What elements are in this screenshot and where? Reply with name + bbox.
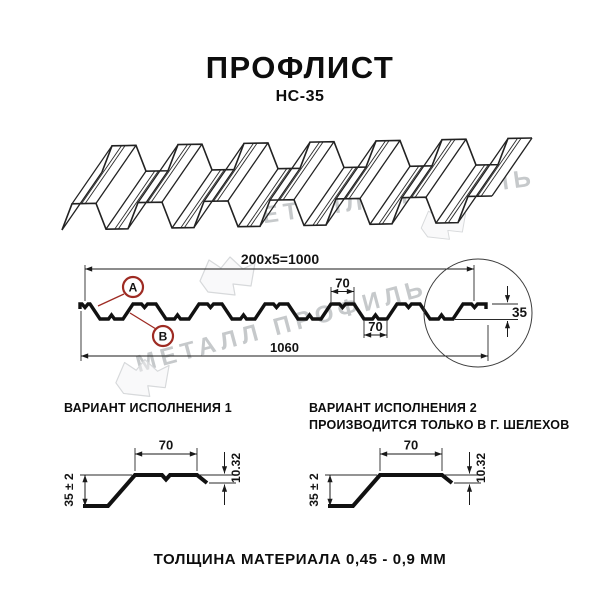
v1-dim-height: 35 ± 2 [62,473,76,507]
profile-sheet-3d-view [61,137,533,231]
v2-dim-height: 35 ± 2 [307,473,321,507]
page-title: ПРОФЛИСТ [205,50,395,85]
profile-code: НС-35 [275,88,325,105]
cross-section-dimensions: 200x5=1000 70 70 1060 35 [80,251,533,368]
dim-total-width: 1060 [270,340,299,355]
dim-rib-top: 70 [335,276,349,291]
callout-b-label: В [159,330,168,344]
dim-rib-bottom: 70 [368,319,382,334]
callout-b-circle [151,324,175,348]
dim-top-pitch: 200x5=1000 [241,251,319,267]
variant-2-heading-line2: ПРОИЗВОДИТСЯ ТОЛЬКО В Г. ШЕЛЕХОВ [309,418,570,432]
variant-1-heading: ВАРИАНТ ИСПОЛНЕНИЯ 1 [64,401,232,415]
dim-height: 35 [512,305,528,320]
variant-2-heading-line1: ВАРИАНТ ИСПОЛНЕНИЯ 2 [309,401,477,415]
v1-dim-top: 70 [159,438,173,453]
v2-dim-edge: 10.32 [474,453,488,483]
variant-2-detail-drawing: 70 10.32 35 ± 2 [307,438,488,508]
cross-section-profile-outline [78,302,488,321]
material-thickness-note: ТОЛЩИНА МАТЕРИАЛА 0,45 - 0,9 ММ [153,551,447,568]
surface-side-callouts: А В [97,275,175,348]
variant-2-heading: ВАРИАНТ ИСПОЛНЕНИЯ 2 ПРОИЗВОДИТСЯ ТОЛЬКО… [309,400,569,434]
v1-dim-edge: 10.32 [229,453,243,483]
variant-1-detail-drawing: 70 10.32 35 ± 2 [62,438,243,508]
callout-a-label: А [129,281,138,295]
callout-a-circle [121,275,145,299]
v2-dim-top: 70 [404,438,418,453]
detail-zoom-circle [423,258,533,368]
brand-logomark-icon [115,359,170,397]
